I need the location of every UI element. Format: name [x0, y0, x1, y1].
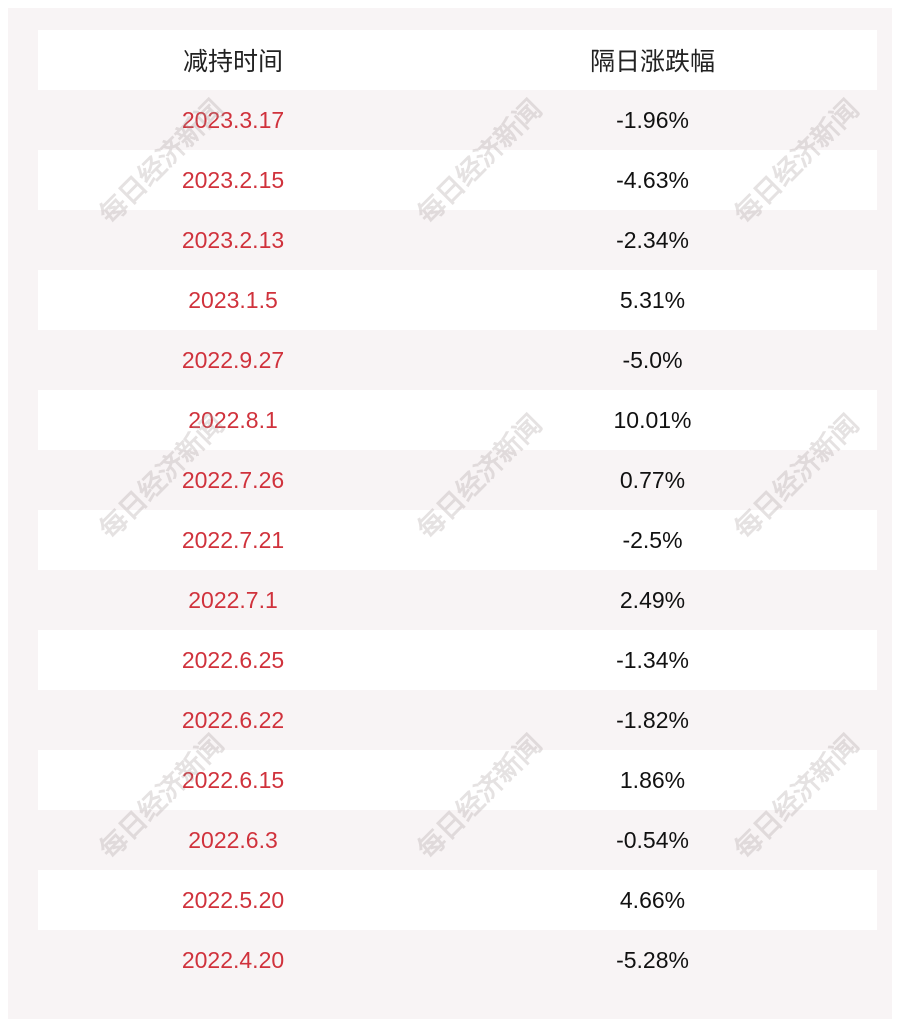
- change-cell: 10.01%: [613, 406, 692, 433]
- table-row: 2022.6.25 -1.34%: [38, 630, 877, 690]
- change-cell: 2.49%: [619, 586, 686, 613]
- change-cell: 4.66%: [619, 886, 686, 913]
- date-cell: 2022.7.26: [181, 466, 285, 493]
- header-row: 减持时间 隔日涨跌幅: [38, 30, 877, 90]
- date-cell: 2023.2.15: [181, 166, 285, 193]
- date-cell: 2022.6.22: [181, 706, 285, 733]
- table-row: 2022.6.22 -1.82%: [38, 690, 877, 750]
- date-cell: 2022.8.1: [188, 406, 278, 433]
- date-cell: 2022.9.27: [181, 346, 285, 373]
- table-row: 2022.5.20 4.66%: [38, 870, 877, 930]
- change-cell: -1.34%: [616, 646, 689, 673]
- date-cell: 2022.6.15: [181, 766, 285, 793]
- date-cell: 2023.3.17: [181, 106, 285, 133]
- date-cell: 2023.1.5: [188, 286, 278, 313]
- change-cell: 5.31%: [619, 286, 686, 313]
- table-row: 2023.1.5 5.31%: [38, 270, 877, 330]
- header-cell: 减持时间: [182, 48, 283, 76]
- table-row: 2022.7.1 2.49%: [38, 570, 877, 630]
- change-cell: 1.86%: [619, 766, 686, 793]
- date-cell: 2022.4.20: [181, 946, 285, 973]
- header-cell: 隔日涨跌幅: [589, 48, 715, 76]
- change-cell: -5.28%: [616, 946, 689, 973]
- table-row: 2023.2.13 -2.34%: [38, 210, 877, 270]
- date-cell: 2022.7.21: [181, 526, 285, 553]
- table: 减持时间 隔日涨跌幅 2023.3.17 -1.96% 2023.2.15 -4.63…: [38, 30, 877, 990]
- table-row: 2022.6.15 1.86%: [38, 750, 877, 810]
- table-row: 2022.8.1 10.01%: [38, 390, 877, 450]
- date-cell: 2023.2.13: [181, 226, 285, 253]
- table-row: 2022.7.21 -2.5%: [38, 510, 877, 570]
- table-row: 2023.3.17 -1.96%: [38, 90, 877, 150]
- table-row: 2023.2.15 -4.63%: [38, 150, 877, 210]
- table-row: 2022.7.26 0.77%: [38, 450, 877, 510]
- change-cell: -0.54%: [616, 826, 689, 853]
- date-cell: 2022.7.1: [188, 586, 278, 613]
- change-cell: -1.82%: [616, 706, 689, 733]
- date-cell: 2022.6.25: [181, 646, 285, 673]
- change-cell: -5.0%: [622, 346, 683, 373]
- change-cell: -2.34%: [616, 226, 689, 253]
- change-cell: -2.5%: [622, 526, 683, 553]
- change-cell: -4.63%: [616, 166, 689, 193]
- change-cell: 0.77%: [619, 466, 686, 493]
- table-row: 2022.6.3 -0.54%: [38, 810, 877, 870]
- change-cell: -1.96%: [616, 106, 689, 133]
- date-cell: 2022.5.20: [181, 886, 285, 913]
- table-row: 2022.4.20 -5.28%: [38, 930, 877, 990]
- table-row: 2022.9.27 -5.0%: [38, 330, 877, 390]
- date-cell: 2022.6.3: [188, 826, 278, 853]
